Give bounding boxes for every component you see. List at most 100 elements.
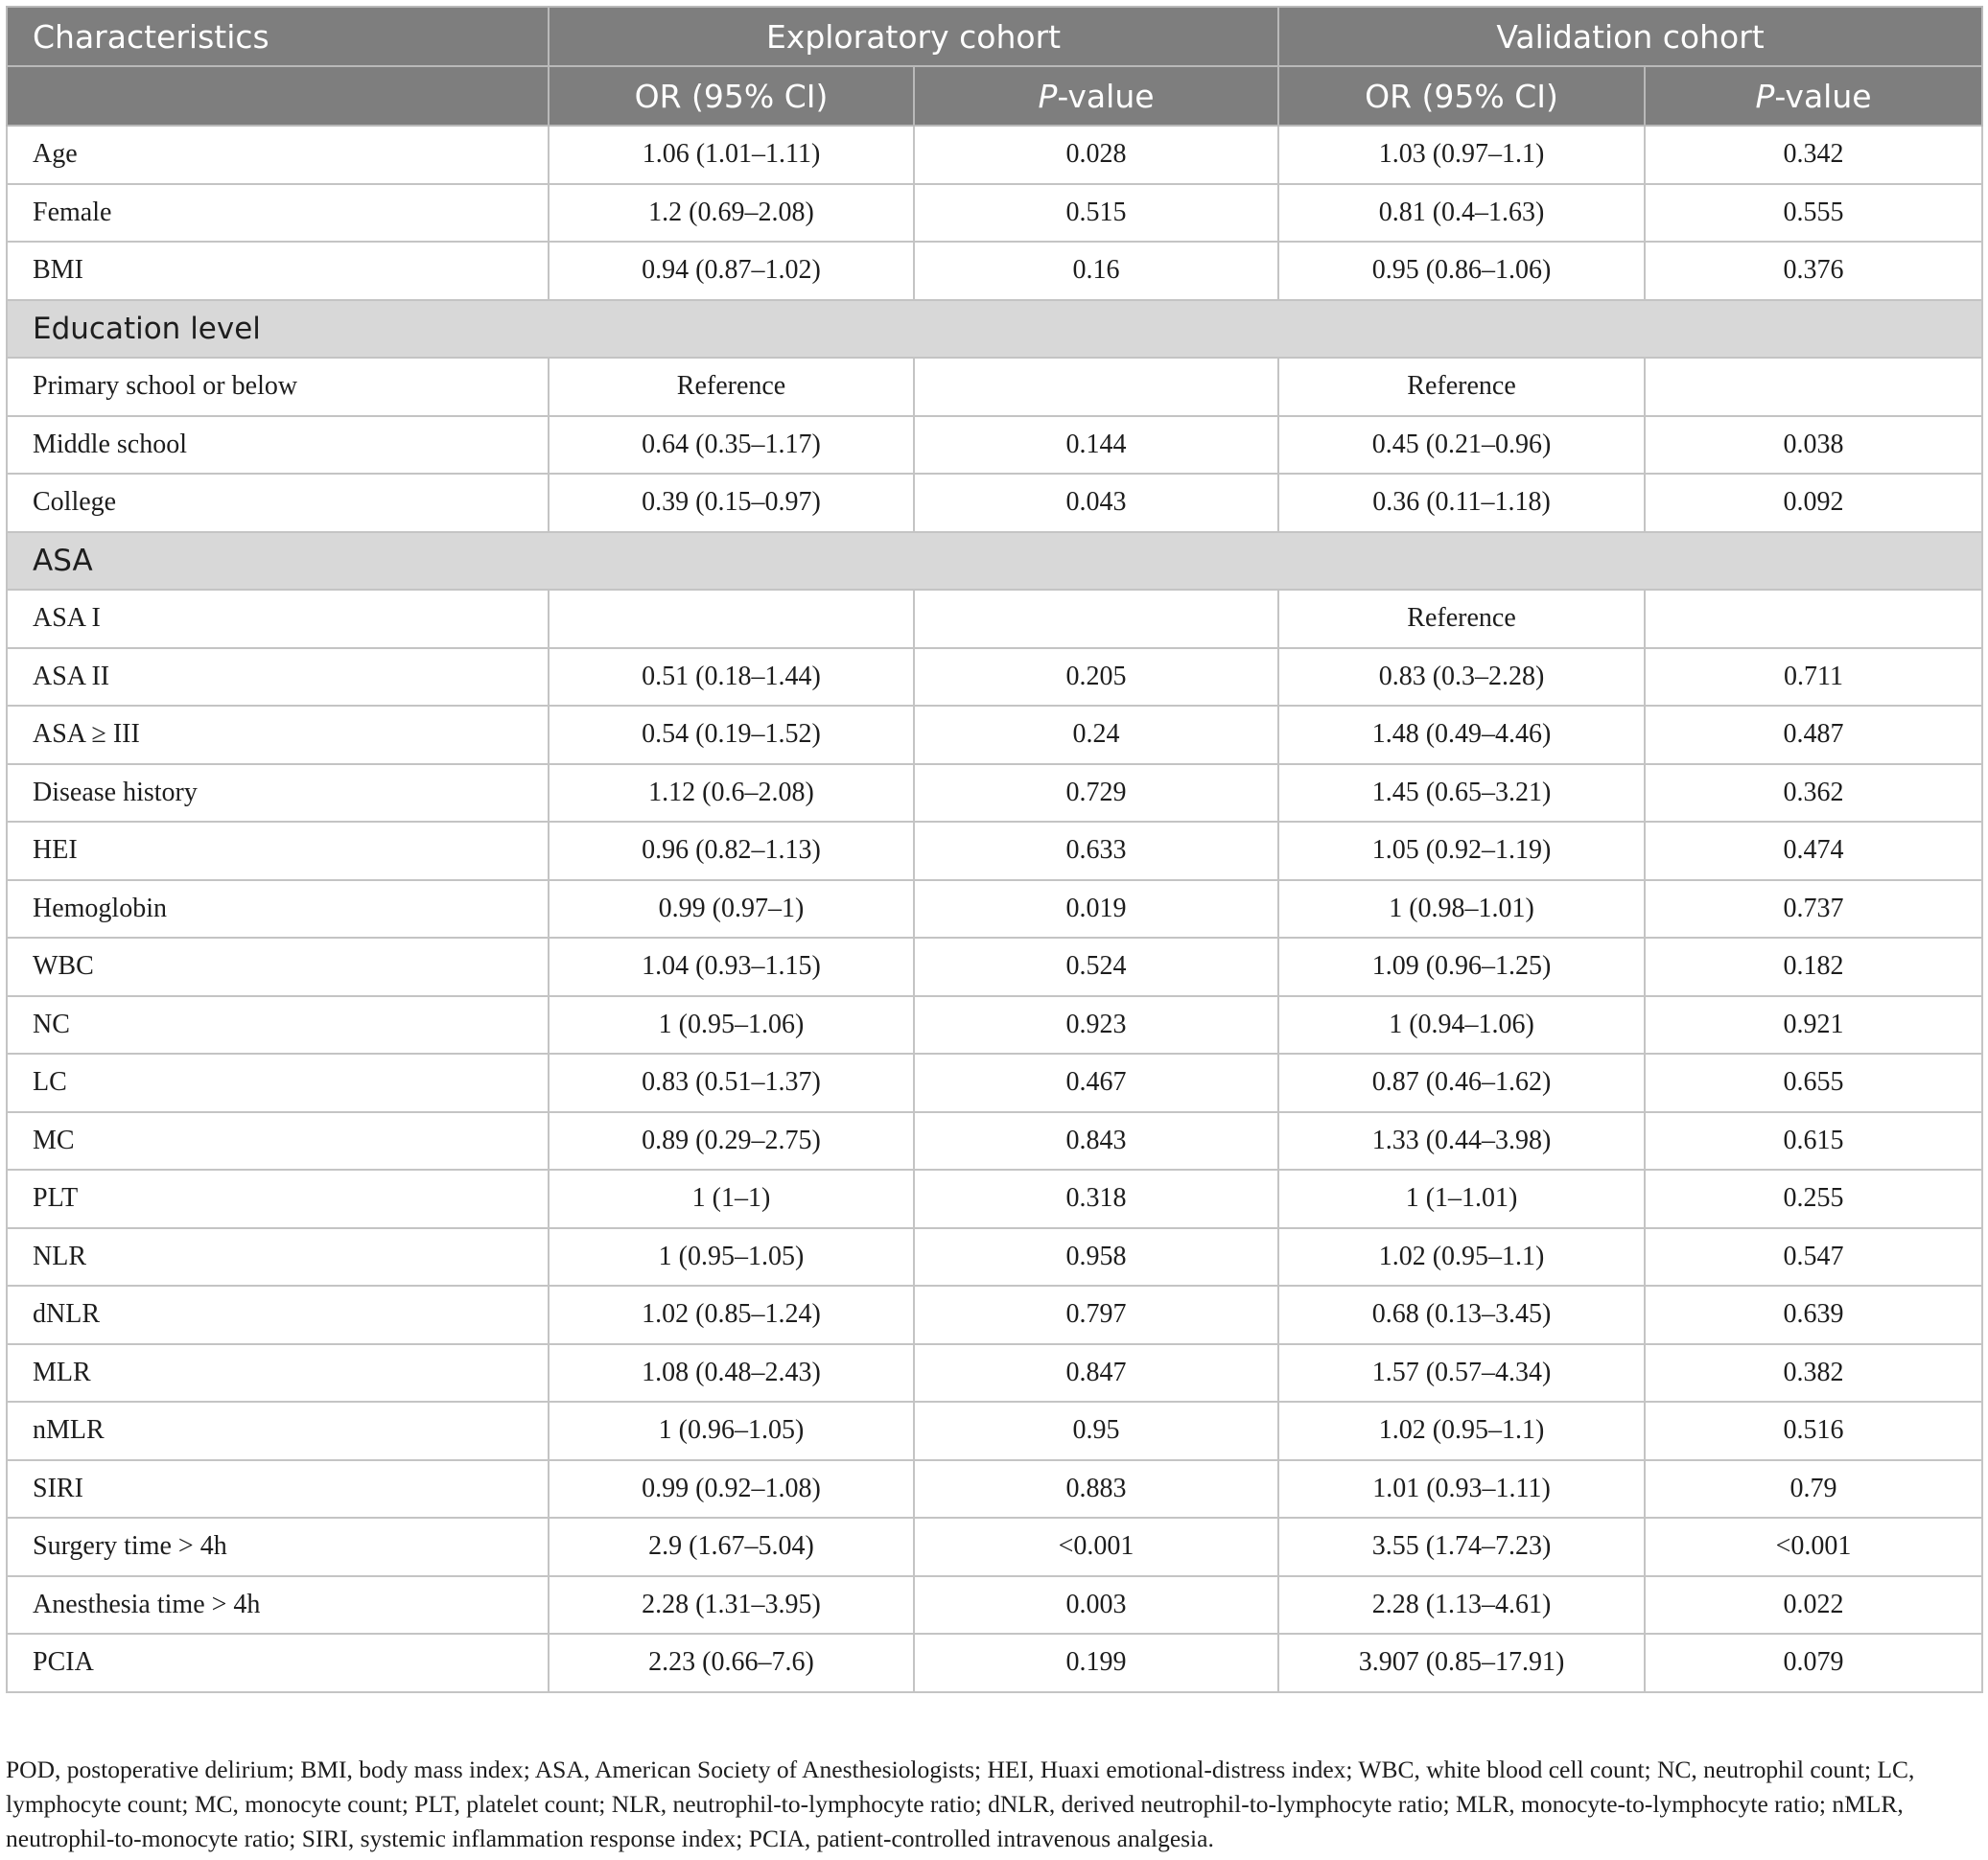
row-label: LC (6, 1053, 550, 1113)
row-label: HEI (6, 821, 550, 881)
validation-or-cell: 0.83 (0.3–2.28) (1277, 646, 1647, 707)
validation-p-cell: 0.022 (1644, 1574, 1984, 1635)
row-label: SIRI (6, 1458, 550, 1519)
table-row: ASA II 0.51 (0.18–1.44) 0.205 0.83 (0.3–2.2… (6, 646, 1984, 707)
table-row: HEI 0.96 (0.82–1.13) 0.633 1.05 (0.92–1.19)… (6, 821, 1984, 881)
validation-p-cell: 0.182 (1644, 937, 1984, 997)
header-exploratory-p: P-value (912, 65, 1280, 127)
row-label: Primary school or below (6, 357, 550, 417)
validation-p-cell: 0.711 (1644, 646, 1984, 707)
validation-or-cell: 0.87 (0.46–1.62) (1277, 1053, 1647, 1113)
row-label: Surgery time > 4h (6, 1517, 550, 1577)
table-row: Female 1.2 (0.69–2.08) 0.515 0.81 (0.4–1.63… (6, 182, 1984, 243)
row-label: MLR (6, 1342, 550, 1403)
header-characteristics: Characteristics (6, 6, 550, 67)
row-label: ASA ≥ III (6, 705, 550, 765)
p-italic: P (1755, 77, 1775, 115)
row-label: PLT (6, 1169, 550, 1229)
validation-p-cell: 0.555 (1644, 182, 1984, 243)
row-label: NC (6, 994, 550, 1055)
header-validation-cohort: Validation cohort (1277, 6, 1984, 67)
row-label: Disease history (6, 762, 550, 823)
table-row: Middle school 0.64 (0.35–1.17) 0.144 0.45 (… (6, 414, 1984, 475)
table-row: NC 1 (0.95–1.06) 0.923 1 (0.94–1.06) 0.921 (6, 994, 1984, 1055)
row-label: College (6, 473, 550, 533)
validation-p-cell: 0.516 (1644, 1401, 1984, 1461)
validation-p-cell: 0.376 (1644, 241, 1984, 301)
table-row: LC 0.83 (0.51–1.37) 0.467 0.87 (0.46–1.62) 0… (6, 1053, 1984, 1113)
section-label: Education level (5, 298, 1984, 359)
exploratory-or-cell: 1 (0.95–1.06) (548, 994, 915, 1055)
row-label: BMI (6, 241, 550, 301)
validation-or-cell: 0.45 (0.21–0.96) (1277, 414, 1647, 475)
exploratory-or-cell: 0.89 (0.29–2.75) (548, 1110, 915, 1171)
exploratory-p-cell: <0.001 (912, 1517, 1280, 1577)
exploratory-or-cell: 0.94 (0.87–1.02) (548, 241, 915, 301)
validation-p-cell: 0.487 (1644, 705, 1984, 765)
validation-or-cell: 1.09 (0.96–1.25) (1277, 937, 1647, 997)
table-row: College 0.39 (0.15–0.97) 0.043 0.36 (0.11–1… (6, 473, 1984, 533)
validation-or-cell: 1.48 (0.49–4.46) (1277, 705, 1647, 765)
exploratory-p-cell: 0.524 (912, 937, 1280, 997)
exploratory-p-cell: 0.95 (912, 1401, 1280, 1461)
header-exploratory-or: OR (95% CI) (548, 65, 915, 127)
exploratory-or-cell: 1.12 (0.6–2.08) (548, 762, 915, 823)
exploratory-p-cell: 0.199 (912, 1633, 1280, 1693)
validation-p-cell: 0.038 (1644, 414, 1984, 475)
validation-p-cell: 0.615 (1644, 1110, 1984, 1171)
table-row: Surgery time > 4h 2.9 (1.67–5.04) <0.001 3.… (6, 1517, 1984, 1577)
exploratory-or-cell: 1.08 (0.48–2.43) (548, 1342, 915, 1403)
exploratory-or-cell: 1.06 (1.01–1.11) (548, 125, 915, 185)
exploratory-or-cell: 0.83 (0.51–1.37) (548, 1053, 915, 1113)
exploratory-p-cell: 0.958 (912, 1226, 1280, 1287)
validation-p-cell: 0.655 (1644, 1053, 1984, 1113)
validation-or-cell: 0.95 (0.86–1.06) (1277, 241, 1647, 301)
validation-p-cell: 0.362 (1644, 762, 1984, 823)
exploratory-or-cell: 1 (1–1) (548, 1169, 915, 1229)
validation-p-cell: 0.079 (1644, 1633, 1984, 1693)
exploratory-p-cell: 0.144 (912, 414, 1280, 475)
table-row: Anesthesia time > 4h 2.28 (1.31–3.95) 0.00… (6, 1574, 1984, 1635)
exploratory-p-cell: 0.883 (912, 1458, 1280, 1519)
validation-or-cell: 2.28 (1.13–4.61) (1277, 1574, 1647, 1635)
exploratory-or-cell: Reference (548, 357, 915, 417)
table-row: Disease history 1.12 (0.6–2.08) 0.729 1.45 … (6, 762, 1984, 823)
table-row: ASA I Reference (6, 589, 1984, 649)
validation-or-cell: 1.01 (0.93–1.11) (1277, 1458, 1647, 1519)
exploratory-or-cell: 2.23 (0.66–7.6) (548, 1633, 915, 1693)
exploratory-p-cell: 0.318 (912, 1169, 1280, 1229)
exploratory-p-cell: 0.003 (912, 1574, 1280, 1635)
header-row-cohorts: Characteristics Exploratory cohort Valid… (6, 6, 1984, 67)
validation-or-cell: 0.81 (0.4–1.63) (1277, 182, 1647, 243)
validation-or-cell: 1 (0.98–1.01) (1277, 878, 1647, 939)
exploratory-or-cell: 0.39 (0.15–0.97) (548, 473, 915, 533)
section-label: ASA (5, 530, 1984, 591)
table-row: PCIA 2.23 (0.66–7.6) 0.199 3.907 (0.85–17.9… (6, 1633, 1984, 1693)
row-label: nMLR (6, 1401, 550, 1461)
table-row: Hemoglobin 0.99 (0.97–1) 0.019 1 (0.98–1.01… (6, 878, 1984, 939)
header-validation-or: OR (95% CI) (1277, 65, 1647, 127)
header-validation-p: P-value (1644, 65, 1984, 127)
exploratory-p-cell: 0.923 (912, 994, 1280, 1055)
exploratory-or-cell: 0.99 (0.97–1) (548, 878, 915, 939)
validation-or-cell: 3.55 (1.74–7.23) (1277, 1517, 1647, 1577)
exploratory-p-cell: 0.633 (912, 821, 1280, 881)
validation-p-cell: 0.737 (1644, 878, 1984, 939)
validation-p-cell: 0.547 (1644, 1226, 1984, 1287)
table-row: nMLR 1 (0.96–1.05) 0.95 1.02 (0.95–1.1) 0.51… (6, 1401, 1984, 1461)
table-body: Age 1.06 (1.01–1.11) 0.028 1.03 (0.97–1.1) 0… (5, 125, 1984, 1693)
header-row-metrics: OR (95% CI) P-value OR (95% CI) P-value (6, 65, 1984, 127)
validation-or-cell: 1.33 (0.44–3.98) (1277, 1110, 1647, 1171)
section-row: Education level (5, 298, 1984, 359)
row-label: dNLR (6, 1285, 550, 1345)
validation-p-cell: 0.639 (1644, 1285, 1984, 1345)
validation-or-cell: 1 (0.94–1.06) (1277, 994, 1647, 1055)
validation-p-cell: 0.382 (1644, 1342, 1984, 1403)
exploratory-or-cell: 1 (0.95–1.05) (548, 1226, 915, 1287)
row-label: WBC (6, 937, 550, 997)
exploratory-p-cell: 0.467 (912, 1053, 1280, 1113)
table-row: Primary school or below Reference Referenc… (6, 357, 1984, 417)
validation-or-cell: 1.02 (0.95–1.1) (1277, 1226, 1647, 1287)
exploratory-p-cell: 0.028 (912, 125, 1280, 185)
exploratory-p-cell: 0.797 (912, 1285, 1280, 1345)
